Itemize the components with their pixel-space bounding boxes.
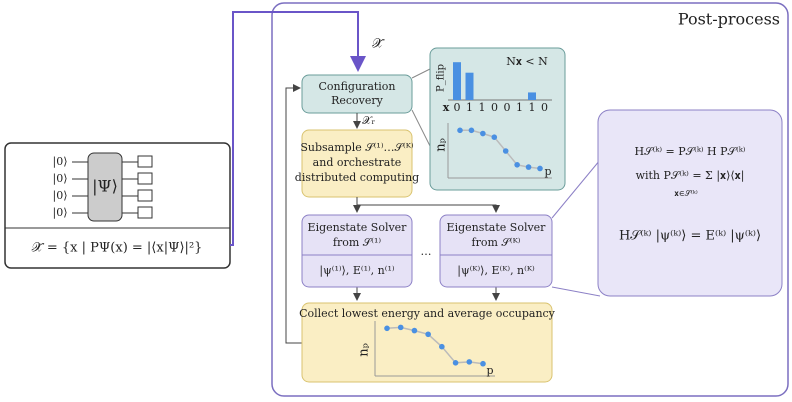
node-text: |ψ⁽¹⁾⟩, E⁽¹⁾, n⁽¹⁾: [319, 264, 394, 278]
solver-box: [439, 214, 553, 288]
dot: [466, 359, 473, 365]
meters: [137, 155, 153, 219]
solver-box: [301, 214, 413, 288]
dot: [502, 148, 509, 154]
x-label: 𝐱: [443, 101, 450, 114]
node-text: Subsample 𝒮⁽¹⁾…𝒮⁽ᴷ⁾: [300, 141, 414, 154]
node-text: Eigenstate Solver: [308, 221, 408, 234]
state: |Ψ⟩: [92, 177, 118, 196]
edge-label: 𝒳ᵣ: [362, 114, 375, 127]
formula: 𝐱∈𝒮⁽ᵏ⁾: [674, 189, 697, 198]
dot: [439, 343, 445, 350]
input-arrow: [230, 11, 366, 246]
qubit: |0⟩: [53, 155, 68, 169]
node-text: from 𝒮⁽¹⁾: [333, 236, 382, 249]
formula-panel: [597, 109, 783, 297]
bit-label: 1: [516, 101, 523, 114]
edge-label: 𝒳̃: [372, 37, 385, 52]
node-text: |ψ⁽ᴷ⁾⟩, E⁽ᴷ⁾, n⁽ᴷ⁾: [457, 264, 535, 278]
node-text: Collect lowest energy and average occupa…: [299, 307, 556, 320]
split-arrows: [285, 84, 500, 344]
bar: [528, 92, 536, 100]
title: Post-process: [678, 10, 780, 29]
dot: [468, 127, 475, 134]
qubit: |0⟩: [53, 206, 68, 220]
dot: [397, 324, 404, 331]
dot: [425, 331, 431, 338]
bar: [453, 62, 461, 100]
formula: 𝒳̃ = {x | PΨ(x) = |⟨x|Ψ⟩|²}: [32, 241, 203, 256]
bit-label: 1: [479, 101, 486, 114]
collect-box: [301, 302, 553, 383]
dot: [480, 360, 486, 367]
formula: with P𝒮⁽ᵏ⁾ = Σ |𝐱⟩⟨𝐱|: [636, 169, 745, 183]
node-text: from 𝒮⁽ᴷ⁾: [472, 236, 521, 249]
qubit: |0⟩: [53, 189, 68, 203]
qubit: |0⟩: [53, 172, 68, 186]
connector: [551, 286, 601, 297]
connector: [411, 109, 433, 151]
node-text: distributed computing: [295, 171, 419, 184]
dot: [480, 130, 486, 137]
node-text: and orchestrate: [313, 156, 402, 169]
bit-label: 0: [541, 101, 548, 114]
bit-label: 0: [491, 101, 498, 114]
circuit-wires: [72, 161, 138, 214]
bit-label: 0: [504, 101, 511, 114]
bar: [465, 72, 474, 100]
connector: [411, 67, 433, 79]
node-text: Recovery: [331, 94, 384, 107]
dot: [457, 127, 463, 134]
formula: H𝒮⁽ᵏ⁾ = P𝒮⁽ᵏ⁾ H P𝒮⁽ᵏ⁾: [635, 145, 746, 158]
dot: [452, 360, 459, 366]
dot: [514, 162, 520, 168]
dot: [537, 165, 543, 172]
y-label: nₚ: [434, 138, 449, 152]
dot: [384, 325, 390, 332]
dot: [411, 327, 418, 334]
state-box: [87, 152, 123, 222]
formula: H𝒮⁽ᵏ⁾ |ψ⁽ᵏ⁾⟩ = E⁽ᵏ⁾ |ψ⁽ᵏ⁾⟩: [619, 229, 761, 244]
node-text: Eigenstate Solver: [447, 221, 547, 234]
dot: [525, 164, 532, 170]
connector: [551, 159, 601, 219]
bit-label: 1: [466, 101, 473, 114]
bit-label: 1: [529, 101, 536, 114]
node-text: Configuration: [318, 80, 395, 93]
ellipsis: …: [421, 245, 432, 258]
y-label: nₚ: [357, 343, 372, 357]
x-label: p: [544, 165, 551, 178]
y-label: P_flip: [436, 64, 447, 92]
dot: [491, 134, 498, 140]
annotation: N𝐱 < N: [506, 55, 548, 68]
bit-label: 0: [454, 101, 461, 114]
x-label: p: [486, 364, 493, 377]
recovery-panel: [429, 47, 566, 191]
